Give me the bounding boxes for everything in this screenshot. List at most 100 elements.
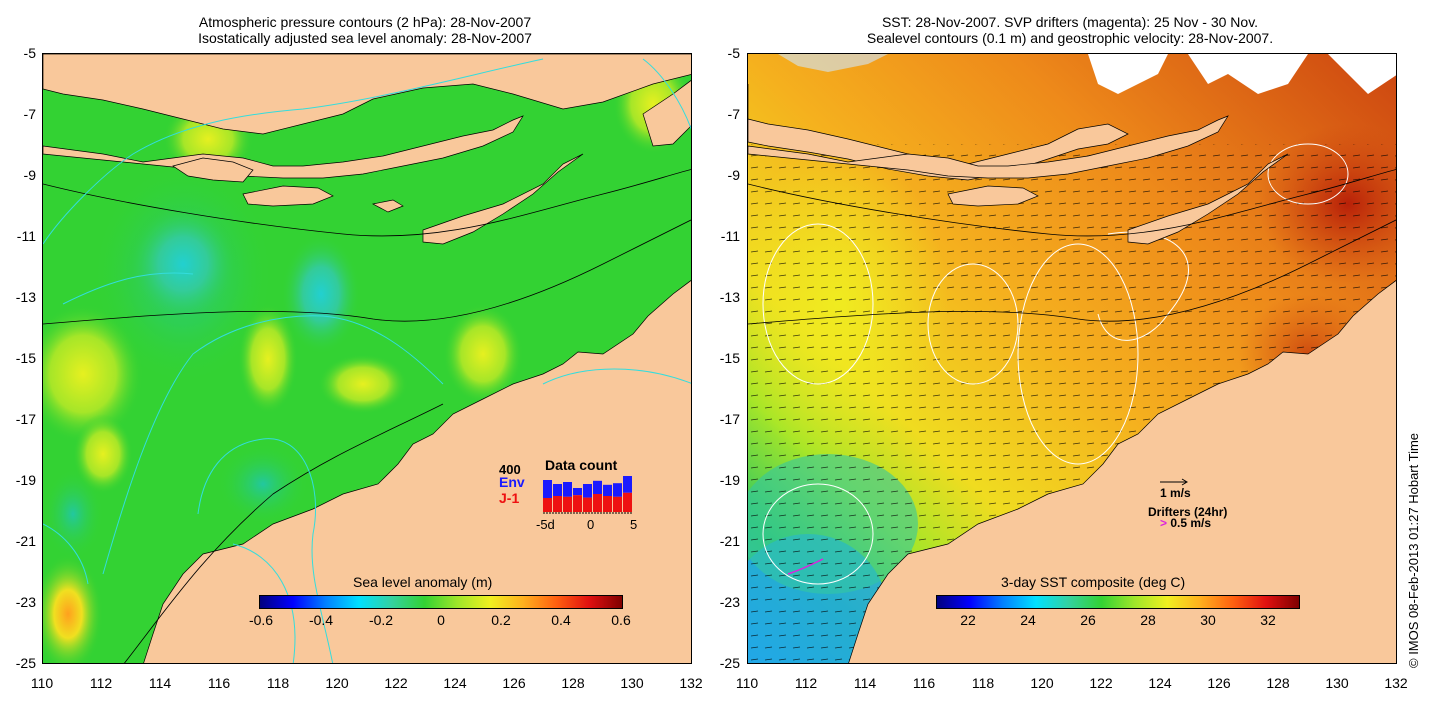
pressure-contour [102,315,444,575]
data-count-xmin: -5d [536,517,555,532]
colorbar-tick-label: 30 [1200,612,1216,628]
lat-tick-label: -25 [719,655,740,671]
j1-count-bar [603,496,612,512]
lat-tick-label: -11 [16,228,36,244]
colorbar-tick-label: 0.6 [611,612,631,628]
lon-tick-label: 130 [620,675,644,691]
australia-land [143,280,691,663]
timor-land [422,153,584,245]
j1-count-bar [573,495,582,512]
data-count-title: Data count [545,457,618,473]
colorbar-tick-label: 26 [1080,612,1096,628]
data-count-bars [543,476,633,514]
imos-credit: © IMOS 08-Feb-2013 01:27 Hobart Time [1406,432,1421,668]
colorbar-tick-label: -0.6 [248,612,274,628]
lat-tick-label: -5 [727,45,740,61]
lon-tick-label: 120 [1030,675,1054,691]
pressure-contour [542,368,691,385]
cloud-mask [1088,54,1168,94]
pressure-contour [62,272,194,305]
lat-tick-label: -13 [15,289,36,305]
lon-tick-label: 118 [266,675,290,691]
lon-tick-label: 132 [1384,675,1408,691]
env-count-bar [563,482,572,497]
env-count-bar [623,476,632,493]
lon-tick-label: 128 [1266,675,1290,691]
lon-tick-label: 122 [1089,675,1113,691]
left-map-title: Atmospheric pressure contours (2 hPa): 2… [40,14,690,46]
colorbar-tick-label: 0.2 [491,612,511,628]
timor-land [1127,153,1289,245]
java-bali-land [748,84,1129,181]
bathymetry-contour [43,169,691,237]
drifter-track [787,558,824,575]
lat-tick-label: -23 [719,594,740,610]
lat-tick-label: -21 [719,533,740,549]
j1-label: J-1 [499,490,520,506]
sealevel-contour [927,263,1019,385]
colorbar-tick-label: 28 [1140,612,1156,628]
env-count-bar [543,480,552,498]
data-count-xmax: 5 [630,517,638,532]
lat-tick-label: -13 [719,289,740,305]
drifters-speed-label: 0.5 m/s [1170,516,1212,530]
data-count-inset: Data count 400 Env J-1 -5d 0 5 [493,454,653,534]
colorbar-tick-label: 0.4 [551,612,571,628]
lon-tick-label: 122 [384,675,408,691]
cloud-mask [1328,54,1396,94]
pressure-contour [43,58,544,245]
j1-count-bar [623,492,632,512]
lon-tick-label: 130 [1325,675,1349,691]
colorbar-tick-label: 32 [1260,612,1276,628]
sst-colorbar [936,595,1300,609]
j1-count-bar [583,497,592,512]
drifter-marker-icon: > [1160,516,1168,530]
australia-land [848,280,1396,663]
right-title-line1: SST: 28-Nov-2007. SVP drifters (magenta)… [881,14,1259,30]
lat-tick-label: -15 [15,350,36,366]
lon-tick-label: 126 [502,675,526,691]
data-count-max: 400 [499,462,521,477]
sealevel-contour [1267,143,1349,205]
lon-tick-label: 124 [443,675,467,691]
colorbar-tick-label: -0.2 [368,612,394,628]
lon-tick-label: 114 [853,675,877,691]
rote-land [371,199,404,213]
env-count-bar [603,484,612,496]
sla-colorbar-label: Sea level anomaly (m) [353,574,493,590]
env-count-bar [613,483,622,497]
sst-colorbar-label: 3-day SST composite (deg C) [1001,574,1186,590]
j1-count-bar [553,496,562,512]
lon-tick-label: 118 [971,675,995,691]
lon-tick-label: 112 [794,675,818,691]
env-count-bar [573,488,582,496]
drifters-speed: > 0.5 m/s [1160,516,1211,530]
sea-level-anomaly-map[interactable]: Data count 400 Env J-1 -5d 0 5 Sea level… [42,53,692,664]
pressure-contour [43,523,89,585]
lon-tick-label: 128 [561,675,585,691]
flores-land [172,157,254,183]
right-title-line2: Sealevel contours (0.1 m) and geostrophi… [866,30,1274,46]
java-bali-land [43,54,691,135]
drifters-label: Drifters (24hr) [1148,505,1228,519]
lat-tick-label: -21 [15,533,36,549]
lat-tick-label: -19 [719,472,740,488]
lon-tick-label: 110 [30,675,54,691]
colorbar-tick-label: 24 [1020,612,1036,628]
sealevel-contour [762,223,874,385]
lat-tick-label: -5 [23,45,36,61]
lat-tick-label: -23 [15,594,36,610]
lat-tick-label: -17 [719,411,740,427]
right-map-title: SST: 28-Nov-2007. SVP drifters (magenta)… [745,14,1395,46]
lat-tick-label: -15 [719,350,740,366]
lon-tick-label: 114 [148,675,172,691]
lon-tick-label: 120 [325,675,349,691]
lat-tick-label: -9 [23,167,36,183]
lon-tick-label: 132 [679,675,703,691]
sst-map[interactable]: 1 m/s Drifters (24hr) > 0.5 m/s 3-day SS… [747,53,1397,664]
env-count-bar [553,484,562,496]
env-label: Env [499,474,525,490]
lat-tick-label: -11 [720,228,740,244]
lat-tick-label: -17 [15,411,36,427]
sealevel-contour [1017,243,1139,465]
